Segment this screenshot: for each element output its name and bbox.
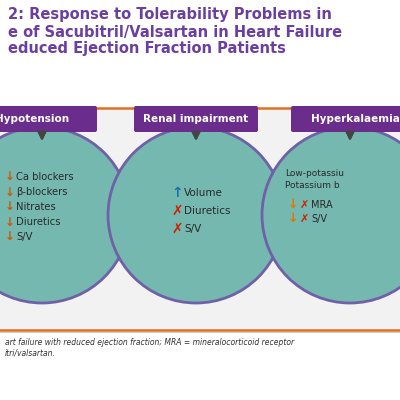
Text: ↓: ↓: [5, 170, 15, 184]
Text: e of Sacubitril/Valsartan in Heart Failure: e of Sacubitril/Valsartan in Heart Failu…: [8, 25, 342, 40]
Text: ✗: ✗: [300, 214, 309, 224]
Circle shape: [262, 127, 400, 303]
FancyBboxPatch shape: [134, 106, 258, 132]
Text: ↓: ↓: [5, 216, 15, 228]
Text: MRA: MRA: [311, 200, 333, 210]
Text: S/V: S/V: [311, 214, 327, 224]
Text: S/V: S/V: [16, 232, 32, 242]
Text: ↓: ↓: [5, 186, 15, 198]
Bar: [0, 108, 400, 330]
Text: S/V: S/V: [184, 224, 201, 234]
Text: Volume: Volume: [184, 188, 223, 198]
Text: Ca blockers: Ca blockers: [16, 172, 74, 182]
Text: Hyperkalaemia: Hyperkalaemia: [311, 114, 400, 124]
Text: itri/valsartan.: itri/valsartan.: [5, 349, 56, 358]
Text: Hypotension: Hypotension: [0, 114, 70, 124]
Text: ✗: ✗: [171, 222, 183, 236]
Text: ✗: ✗: [171, 204, 183, 218]
Text: ↓: ↓: [288, 212, 298, 226]
Text: Low-potassiu: Low-potassiu: [285, 168, 344, 178]
Text: art failure with reduced ejection fraction; MRA = mineralocorticoid receptor: art failure with reduced ejection fracti…: [5, 338, 294, 347]
Text: Renal impairment: Renal impairment: [144, 114, 248, 124]
Text: Diuretics: Diuretics: [16, 217, 60, 227]
Text: ✗: ✗: [300, 200, 309, 210]
Text: ↓: ↓: [5, 230, 15, 244]
Text: Nitrates: Nitrates: [16, 202, 56, 212]
Text: Diuretics: Diuretics: [184, 206, 230, 216]
FancyBboxPatch shape: [0, 106, 97, 132]
Circle shape: [0, 127, 130, 303]
FancyBboxPatch shape: [291, 106, 400, 132]
Circle shape: [108, 127, 284, 303]
Text: Potassium b: Potassium b: [285, 182, 340, 190]
Text: educed Ejection Fraction Patients: educed Ejection Fraction Patients: [8, 41, 286, 56]
Text: ↓: ↓: [5, 200, 15, 214]
Text: ↑: ↑: [171, 186, 183, 200]
Text: ↓: ↓: [288, 198, 298, 212]
Bar: [0, 0, 400, 110]
Text: 2: Response to Tolerability Problems in: 2: Response to Tolerability Problems in: [8, 7, 332, 22]
Text: β-blockers: β-blockers: [16, 187, 68, 197]
